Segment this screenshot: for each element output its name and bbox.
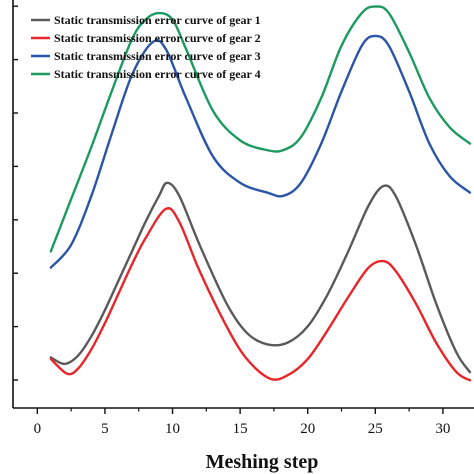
- x-tick-label-20: 20: [300, 421, 315, 437]
- x-tick-label-25: 25: [368, 421, 383, 437]
- x-tick-label-5: 5: [101, 421, 109, 437]
- x-axis-tick-labels: 0 5 10 15 20 25 30: [34, 421, 451, 437]
- x-tick-label-15: 15: [233, 421, 248, 437]
- x-tick-label-10: 10: [165, 421, 180, 437]
- x-axis-ticks: [36, 408, 444, 414]
- x-tick-label-0: 0: [34, 421, 42, 437]
- legend-label-gear-3: Static transmission error curve of gear …: [54, 49, 261, 63]
- x-tick-label-30: 30: [435, 421, 450, 437]
- legend-label-gear-2: Static transmission error curve of gear …: [54, 31, 261, 45]
- legend-label-gear-4: Static transmission error curve of gear …: [54, 67, 261, 81]
- legend: Static transmission error curve of gear …: [31, 13, 261, 81]
- series-line-gear-4: [49, 5, 472, 253]
- series-line-gear-2: [49, 207, 472, 382]
- series-line-gear-3: [49, 34, 472, 269]
- series-line-gear-1: [49, 181, 472, 374]
- plot-area: 0 5 10 15 20 25 30: [12, 0, 474, 437]
- x-axis-title: Meshing step: [206, 451, 319, 473]
- legend-label-gear-1: Static transmission error curve of gear …: [54, 13, 261, 27]
- series-lines: [49, 5, 472, 382]
- y-axis-ticks: [13, 5, 18, 381]
